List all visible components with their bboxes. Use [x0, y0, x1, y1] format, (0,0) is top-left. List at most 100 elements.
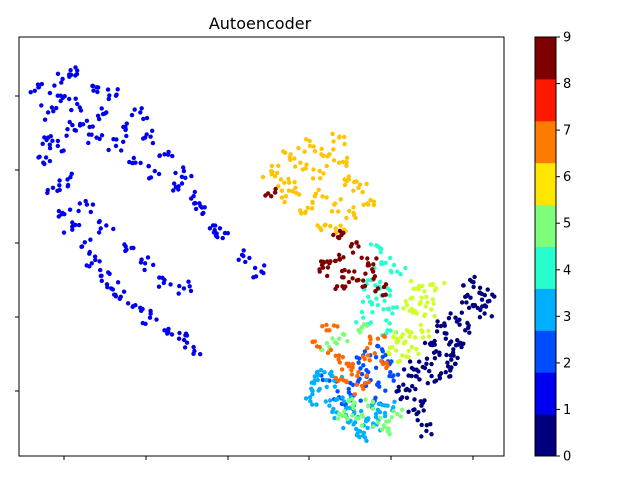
scatter-point-class-3	[327, 403, 332, 408]
scatter-point-class-7	[292, 156, 297, 161]
colorbar-tick-label: 7	[563, 124, 571, 139]
scatter-point-class-5	[400, 407, 405, 412]
scatter-point-class-0	[442, 321, 447, 326]
scatter-point-class-4	[388, 328, 393, 333]
scatter-point-class-1	[95, 113, 101, 119]
colorbar-segment-8	[535, 78, 556, 122]
scatter-point-class-1	[152, 168, 157, 174]
scatter-point-class-1	[207, 226, 213, 231]
scatter-point-class-6	[420, 335, 426, 340]
scatter-point-class-6	[387, 351, 392, 357]
scatter-point-class-9	[273, 186, 278, 192]
scatter-point-class-7	[300, 167, 306, 172]
scatter-point-class-6	[417, 301, 422, 307]
scatter-point-class-2	[388, 370, 393, 375]
scatter-point-class-1	[156, 284, 162, 289]
scatter-point-class-1	[110, 287, 116, 292]
scatter-point-class-0	[413, 386, 418, 392]
scatter-point-class-1	[186, 279, 191, 284]
scatter-point-class-1	[131, 245, 136, 251]
scatter-point-class-0	[434, 329, 440, 334]
scatter-point-class-7	[292, 180, 297, 185]
scatter-points	[28, 65, 497, 443]
scatter-point-class-4	[387, 321, 392, 326]
scatter-point-class-0	[429, 373, 434, 379]
scatter-point-class-3	[323, 399, 328, 404]
scatter-point-class-1	[166, 149, 171, 155]
scatter-point-class-1	[99, 133, 105, 138]
scatter-point-class-9	[383, 282, 389, 287]
scatter-point-class-1	[144, 132, 149, 137]
scatter-point-class-7	[338, 197, 343, 202]
scatter-point-class-0	[424, 428, 429, 434]
scatter-point-class-0	[437, 376, 443, 381]
scatter-point-class-1	[96, 116, 102, 122]
scatter-point-class-0	[410, 384, 415, 389]
scatter-point-class-8	[368, 337, 373, 342]
scatter-point-class-1	[177, 330, 182, 336]
scatter-point-class-8	[366, 353, 371, 358]
scatter-point-class-8	[325, 350, 331, 356]
scatter-point-class-1	[58, 98, 63, 104]
scatter-point-class-7	[260, 174, 266, 180]
scatter-point-class-1	[113, 143, 119, 149]
scatter-point-class-1	[115, 87, 120, 92]
scatter-point-class-0	[417, 377, 422, 382]
scatter-point-class-8	[335, 324, 340, 329]
scatter-point-class-7	[290, 189, 296, 194]
scatter-point-class-5	[359, 423, 365, 428]
scatter-point-class-8	[346, 364, 351, 369]
colorbar-segment-3	[535, 288, 556, 331]
scatter-point-class-8	[339, 367, 345, 372]
scatter-point-class-3	[380, 402, 385, 408]
scatter-point-class-1	[28, 90, 33, 95]
scatter-point-class-1	[99, 278, 105, 283]
scatter-point-class-1	[70, 122, 75, 128]
scatter-point-class-9	[370, 269, 376, 274]
scatter-point-class-0	[471, 280, 476, 285]
scatter-point-class-1	[98, 267, 103, 273]
scatter-point-class-2	[391, 373, 396, 378]
scatter-point-class-0	[459, 344, 464, 350]
scatter-point-class-9	[335, 235, 341, 240]
scatter-point-class-1	[69, 107, 74, 113]
scatter-point-class-1	[191, 344, 196, 350]
scatter-point-class-5	[342, 332, 347, 337]
scatter-point-class-3	[327, 371, 333, 376]
colorbar-frame	[534, 36, 557, 457]
scatter-point-class-1	[55, 138, 61, 144]
scatter-point-class-8	[310, 339, 315, 344]
scatter-point-class-6	[426, 334, 432, 339]
scatter-point-class-3	[341, 399, 347, 404]
scatter-point-class-6	[414, 346, 419, 352]
scatter-point-class-1	[198, 352, 203, 357]
scatter-point-class-0	[463, 328, 468, 333]
scatter-point-class-1	[111, 226, 116, 232]
scatter-point-class-4	[386, 307, 392, 312]
scatter-point-class-5	[345, 339, 350, 344]
scatter-point-class-1	[148, 308, 153, 314]
scatter-point-class-1	[73, 65, 78, 70]
scatter-point-class-0	[424, 423, 429, 428]
scatter-point-class-3	[364, 438, 369, 443]
scatter-point-class-1	[141, 136, 146, 141]
scatter-point-class-5	[398, 414, 404, 419]
scatter-point-class-1	[150, 128, 155, 133]
scatter-point-class-9	[363, 271, 368, 276]
scatter-point-class-1	[45, 187, 50, 193]
scatter-point-class-6	[393, 348, 399, 353]
scatter-point-class-7	[298, 160, 303, 165]
scatter-point-class-9	[380, 293, 386, 298]
scatter-point-class-6	[404, 303, 410, 308]
scatter-point-class-1	[179, 181, 185, 186]
scatter-point-class-9	[375, 286, 381, 291]
scatter-point-class-1	[83, 198, 88, 204]
scatter-point-class-0	[432, 356, 438, 361]
scatter-point-class-0	[457, 322, 462, 327]
x-axis-ticks	[63, 456, 474, 460]
scatter-point-class-1	[129, 112, 135, 118]
scatter-point-class-3	[385, 403, 390, 408]
scatter-point-class-8	[352, 392, 358, 397]
scatter-point-class-7	[325, 154, 330, 159]
scatter-point-class-1	[140, 320, 145, 326]
